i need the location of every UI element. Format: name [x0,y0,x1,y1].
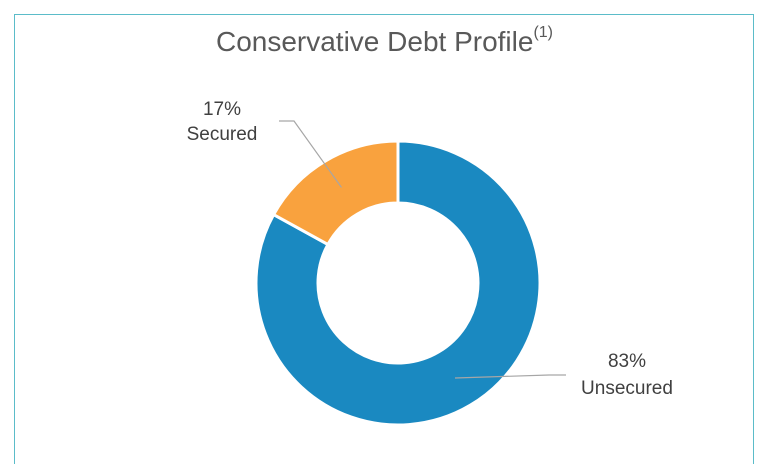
chart-title-text: Conservative Debt Profile [215,26,534,57]
slice-unsecured [254,139,542,427]
leader-line-unsecured [454,374,566,379]
chart-title-footnote: (1) [533,24,554,41]
label-secured-percent: 17% [203,99,241,120]
label-secured-name: Secured [187,124,258,145]
chart-title: Conservative Debt Profile(1) [0,24,769,58]
label-unsecured-percent: 83% [608,351,646,372]
leader-line-secured [279,120,342,188]
label-unsecured-name: Unsecured [581,378,673,399]
label-secured: 17% Secured [187,99,258,145]
slice-secured [271,139,400,247]
leader-lines [279,120,566,379]
label-unsecured: 83% Unsecured [581,351,673,399]
donut-slices [254,139,542,427]
